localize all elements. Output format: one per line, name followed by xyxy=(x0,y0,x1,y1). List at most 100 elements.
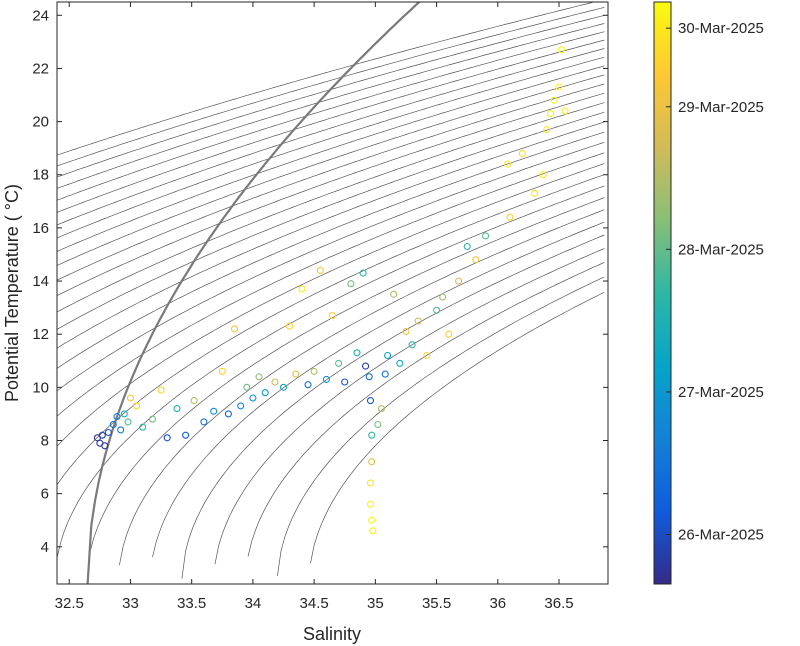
data-point xyxy=(557,46,566,54)
data-point xyxy=(133,402,141,410)
colorbar-tick-label: 26-Mar-2025 xyxy=(678,527,764,544)
colorbar-tick-label: 28-Mar-2025 xyxy=(678,241,764,258)
data-point xyxy=(365,373,373,381)
data-point xyxy=(561,107,569,115)
data-point xyxy=(445,330,453,338)
isopycnal-line xyxy=(57,185,605,558)
y-tick-label: 14 xyxy=(32,273,49,290)
isopycnal-line xyxy=(214,248,605,565)
y-tick-label: 16 xyxy=(32,220,49,237)
data-point xyxy=(353,349,361,357)
data-point xyxy=(530,189,539,197)
data-point xyxy=(366,397,375,405)
data-point xyxy=(463,242,471,251)
data-point xyxy=(113,413,121,421)
data-point xyxy=(109,420,117,429)
data-point xyxy=(224,410,232,418)
data-point xyxy=(433,306,441,314)
x-tick-label: 33.5 xyxy=(177,595,206,612)
data-point xyxy=(374,420,382,429)
data-point xyxy=(518,149,526,158)
data-point xyxy=(555,83,563,91)
data-point xyxy=(414,317,422,325)
data-point xyxy=(384,351,392,360)
data-point xyxy=(381,370,389,378)
x-tick-label: 35 xyxy=(367,595,384,612)
x-axis-ticks: 32.5 33 33.5 34 34.5 35 35.5 36 36.5 xyxy=(55,2,574,612)
isopycnal-line xyxy=(57,65,605,252)
data-point xyxy=(243,383,251,391)
data-point xyxy=(546,110,555,118)
data-point xyxy=(230,325,239,333)
data-point xyxy=(506,213,514,221)
data-point xyxy=(104,428,112,437)
reference-isopycnal xyxy=(86,2,421,584)
data-point xyxy=(359,269,367,277)
data-point xyxy=(124,418,132,426)
y-tick-label: 22 xyxy=(32,60,49,77)
data-point xyxy=(368,431,376,439)
scatter-points xyxy=(93,46,569,535)
data-point xyxy=(163,434,171,442)
isopycnal-line xyxy=(277,276,605,576)
data-point xyxy=(322,375,330,383)
isopycnal-line xyxy=(57,2,596,156)
data-point xyxy=(539,171,547,179)
isopycnal-line xyxy=(57,7,605,167)
colorbar xyxy=(653,1,672,585)
colorbar-tick-label: 27-Mar-2025 xyxy=(678,384,764,401)
data-point xyxy=(101,442,109,450)
x-axis-label: Salinity xyxy=(303,624,361,644)
data-point xyxy=(173,405,181,413)
colorbar-tick-label: 30-Mar-2025 xyxy=(678,20,764,37)
isopycnal-line xyxy=(57,121,605,349)
isopycnal-line xyxy=(57,39,605,213)
isopycnal-line xyxy=(57,102,605,313)
isopycnal-line xyxy=(310,291,605,564)
data-point xyxy=(368,516,376,524)
x-tick-label: 36 xyxy=(489,595,506,612)
isopycnal-line xyxy=(57,111,605,330)
isopycnal-line xyxy=(57,31,605,201)
data-point xyxy=(298,285,306,293)
x-tick-label: 34.5 xyxy=(300,595,329,612)
data-point xyxy=(366,500,375,508)
data-point xyxy=(369,527,377,535)
data-point xyxy=(237,402,245,410)
data-point xyxy=(543,126,551,134)
isopycnal-line xyxy=(57,131,605,369)
data-point xyxy=(347,280,355,288)
density-contours xyxy=(57,2,605,584)
isopycnal-line xyxy=(247,261,605,557)
isopycnal-line xyxy=(57,163,605,447)
data-point xyxy=(120,410,128,418)
colorbar-ticks: 26-Mar-2025 27-Mar-2025 28-Mar-2025 29-Mar-… xyxy=(666,20,764,544)
data-point xyxy=(377,405,386,413)
x-tick-label: 34 xyxy=(245,595,262,612)
isopycnal-line xyxy=(57,56,605,239)
y-tick-label: 8 xyxy=(41,432,49,449)
data-point xyxy=(200,418,208,426)
y-tick-label: 24 xyxy=(32,7,49,24)
isopycnal-line xyxy=(152,221,605,558)
data-point xyxy=(390,290,398,298)
data-point xyxy=(148,415,157,423)
data-point xyxy=(218,367,226,375)
data-point xyxy=(190,397,198,405)
data-point xyxy=(126,394,135,402)
isopycnal-line xyxy=(89,197,605,552)
data-point xyxy=(439,293,447,301)
y-tick-label: 4 xyxy=(41,539,49,556)
colorbar-tick-label: 29-Mar-2025 xyxy=(678,99,764,116)
isopycnal-line xyxy=(181,234,605,579)
data-point xyxy=(408,341,416,349)
isopycnal-line xyxy=(119,209,605,566)
data-point xyxy=(292,370,300,378)
data-point xyxy=(157,386,165,394)
y-tick-label: 12 xyxy=(32,326,49,343)
data-point xyxy=(271,378,279,386)
data-point xyxy=(504,160,512,168)
data-point xyxy=(286,322,294,330)
data-point xyxy=(139,423,147,431)
